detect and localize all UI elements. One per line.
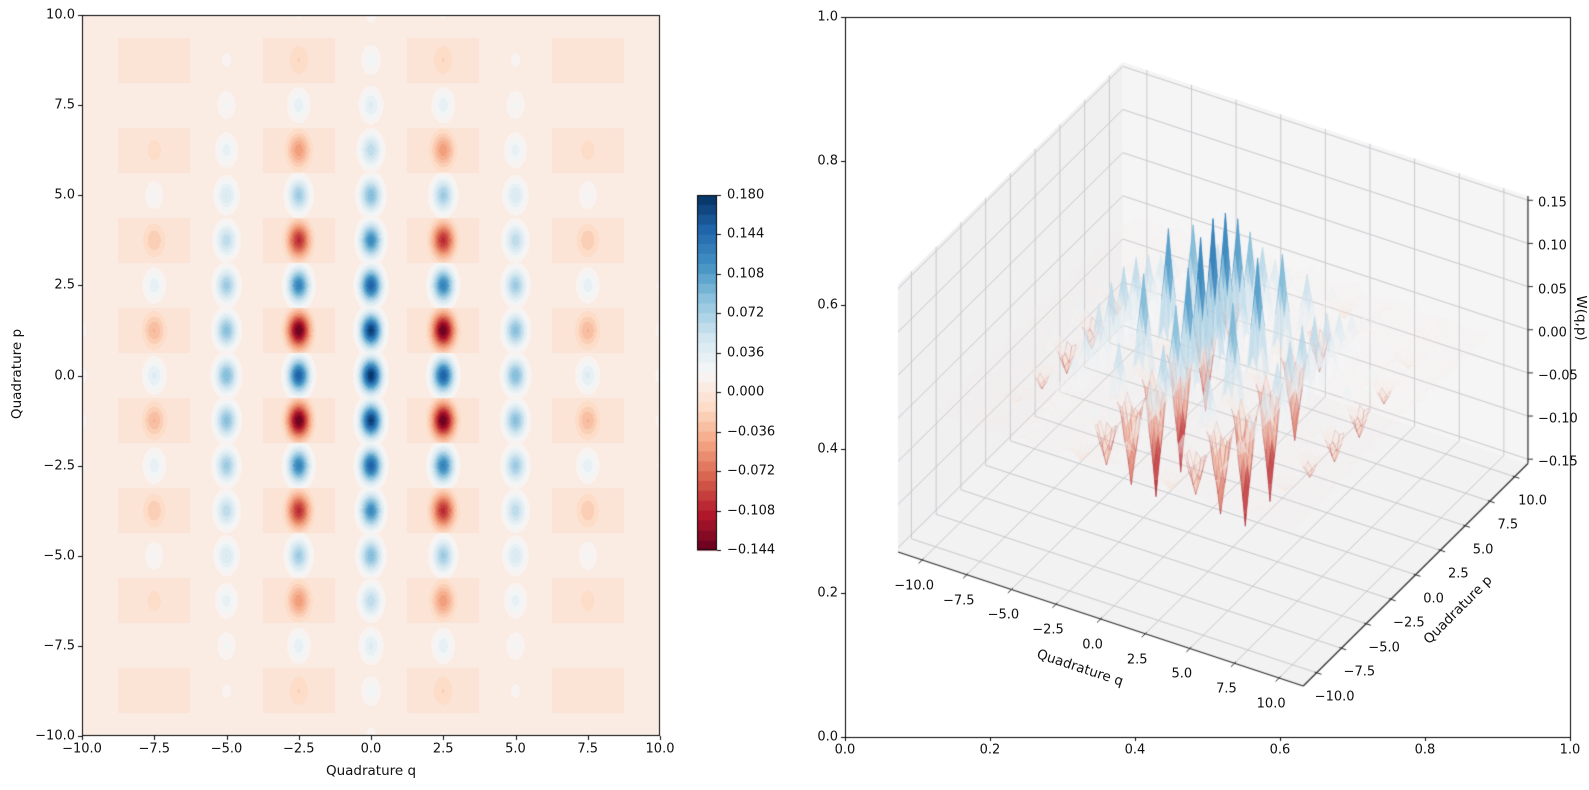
contour-x-tick-label: −5.0 — [210, 741, 243, 757]
surface-z-tick-label: −0.05 — [1537, 368, 1578, 384]
surface-z-tick-label: −0.10 — [1537, 411, 1578, 427]
surface-z-tick-label: 0.10 — [1537, 238, 1567, 254]
outer-x-tick-label: 0.6 — [1269, 742, 1291, 758]
outer-x-tick-label: 1.0 — [1559, 742, 1581, 758]
contour-y-tick-label: 7.5 — [54, 97, 75, 113]
surface-q-tick-label: −10.0 — [894, 578, 935, 594]
contour-y-tick-label: −2.5 — [43, 458, 75, 474]
outer-x-tick-label: 0.8 — [1414, 742, 1436, 758]
surface-p-tick-label: 7.5 — [1497, 517, 1519, 533]
contour-yaxis-label: Quadrature p — [9, 328, 25, 420]
contour-y-tick-label: −5.0 — [43, 548, 75, 564]
colorbar-tick-label: −0.072 — [727, 463, 776, 479]
colorbar-tick-label: −0.036 — [727, 424, 776, 440]
colorbar-tick-label: −0.108 — [727, 503, 776, 519]
colorbar-tick-label: 0.108 — [727, 266, 765, 282]
contour-x-tick-label: 10.0 — [645, 741, 675, 757]
surface-p-tick-label: 5.0 — [1472, 542, 1494, 558]
surface-z-tick-label: 0.00 — [1537, 325, 1567, 341]
colorbar-tick-label: 0.000 — [727, 384, 765, 400]
contour-x-tick-label: −7.5 — [138, 741, 171, 757]
surface-q-tick-label: 5.0 — [1171, 666, 1193, 682]
surface-p-tick-label: −2.5 — [1393, 615, 1425, 631]
colorbar-tick-label: 0.144 — [727, 226, 765, 242]
surface-z-tick-label: 0.05 — [1537, 282, 1567, 298]
outer-y-tick-label: 0.6 — [817, 297, 838, 313]
surface-p-tick-label: 0.0 — [1423, 591, 1444, 607]
surface-q-tick-label: −2.5 — [1032, 622, 1064, 638]
surface-q-tick-label: 2.5 — [1126, 652, 1148, 668]
surface-q-tick-label: 7.5 — [1216, 681, 1237, 697]
surface-q-tick-label: 0.0 — [1082, 637, 1103, 653]
contour-y-tick-label: −7.5 — [43, 638, 75, 654]
outer-x-tick-label: 0.0 — [834, 742, 856, 758]
surface-p-tick-label: −7.5 — [1343, 664, 1376, 680]
colorbar-tick-label: 0.036 — [727, 345, 765, 361]
colorbar-tick-label: −0.144 — [727, 542, 776, 558]
contour-x-tick-label: −10.0 — [62, 741, 102, 757]
surface-p-tick-label: −10.0 — [1314, 689, 1355, 705]
outer-y-tick-label: 0.4 — [817, 441, 838, 457]
contour-y-tick-label: 2.5 — [54, 277, 75, 293]
contour-y-tick-label: 10.0 — [46, 7, 75, 23]
surface-p-tick-label: 2.5 — [1448, 566, 1469, 582]
outer-y-tick-label: 0.0 — [817, 729, 838, 745]
contour-x-tick-label: −2.5 — [282, 741, 315, 757]
contour-x-tick-label: 0.0 — [360, 741, 382, 757]
surface-z-tick-label: 0.15 — [1537, 195, 1567, 211]
surface-p-tick-label: −5.0 — [1368, 640, 1400, 656]
colorbar-tick-label: 0.180 — [727, 187, 765, 203]
outer-y-tick-label: 0.8 — [817, 153, 838, 169]
colorbar-tick-label: 0.072 — [727, 305, 765, 321]
contour-x-tick-label: 2.5 — [432, 741, 454, 757]
contour-y-tick-label: −10.0 — [35, 728, 75, 744]
surface-zaxis-label: W(q,p) — [1573, 295, 1589, 341]
outer-y-tick-label: 0.2 — [817, 585, 838, 601]
contour-x-tick-label: 7.5 — [577, 741, 599, 757]
outer-y-tick-label: 1.0 — [817, 9, 838, 25]
outer-x-tick-label: 0.2 — [979, 742, 1001, 758]
outer-x-tick-label: 0.4 — [1124, 742, 1146, 758]
contour-y-tick-label: 0.0 — [54, 368, 75, 383]
surface-q-tick-label: −5.0 — [987, 607, 1020, 623]
surface-z-tick-label: −0.15 — [1537, 454, 1578, 470]
surface-p-tick-label: 10.0 — [1518, 493, 1548, 509]
contour-x-tick-label: 5.0 — [505, 741, 526, 757]
contour-y-tick-label: 5.0 — [54, 187, 75, 203]
surface-q-tick-label: −7.5 — [942, 593, 975, 609]
surface-q-tick-label: 10.0 — [1256, 696, 1286, 712]
contour-xaxis-label: Quadrature q — [325, 763, 417, 779]
